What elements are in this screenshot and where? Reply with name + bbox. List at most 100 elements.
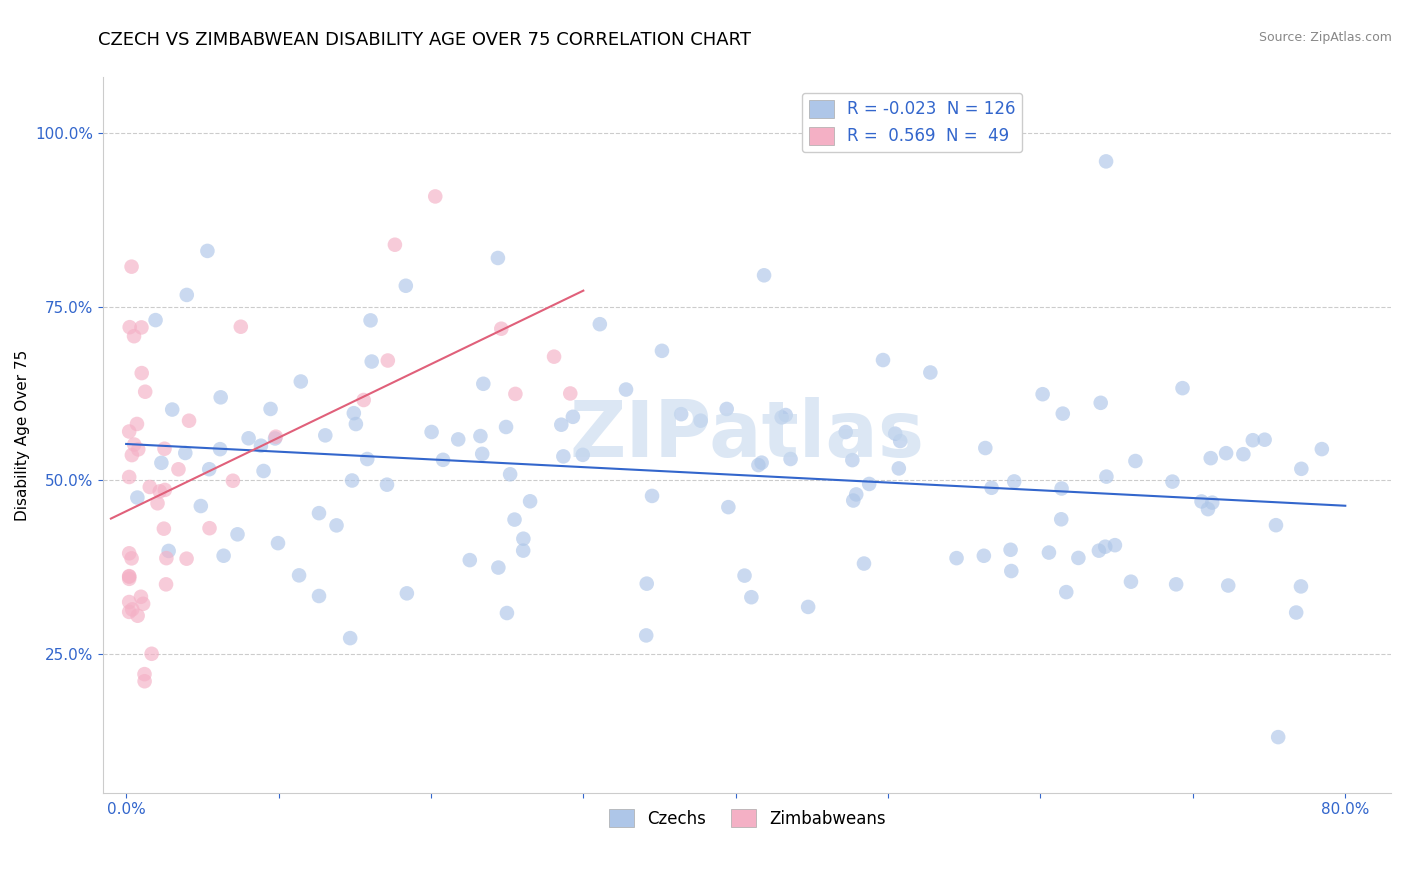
Point: [1291, 462, 1313, 476]
Point: [1215, 446, 1237, 460]
Point: [118, 572, 141, 586]
Point: [360, 313, 382, 327]
Point: [614, 383, 637, 397]
Y-axis label: Disability Age Over 75: Disability Age Over 75: [15, 350, 30, 521]
Point: [1052, 407, 1074, 421]
Point: [1095, 469, 1118, 483]
Point: [561, 409, 583, 424]
Point: [118, 546, 141, 560]
Text: CZECH VS ZIMBABWEAN DISABILITY AGE OVER 75 CORRELATION CHART: CZECH VS ZIMBABWEAN DISABILITY AGE OVER …: [98, 31, 751, 49]
Point: [395, 586, 418, 600]
Point: [150, 456, 173, 470]
Point: [835, 425, 858, 439]
Point: [1050, 482, 1073, 496]
Point: [980, 481, 1002, 495]
Point: [121, 551, 143, 566]
Point: [1054, 585, 1077, 599]
Point: [134, 674, 156, 689]
Point: [308, 589, 330, 603]
Point: [1002, 475, 1025, 489]
Point: [121, 260, 143, 274]
Point: [1199, 451, 1222, 466]
Point: [267, 536, 290, 550]
Point: [770, 410, 793, 425]
Point: [472, 376, 495, 391]
Point: [887, 461, 910, 475]
Point: [740, 591, 762, 605]
Point: [872, 353, 894, 368]
Point: [543, 350, 565, 364]
Point: [153, 483, 176, 497]
Point: [198, 462, 221, 476]
Point: [1289, 579, 1312, 593]
Point: [118, 470, 141, 484]
Point: [375, 477, 398, 491]
Point: [131, 320, 153, 334]
Point: [945, 551, 967, 566]
Point: [125, 417, 148, 431]
Point: [775, 408, 797, 422]
Point: [340, 474, 363, 488]
Point: [1201, 495, 1223, 509]
Point: [486, 560, 509, 574]
Point: [198, 521, 221, 535]
Point: [553, 450, 575, 464]
Point: [356, 452, 378, 467]
Point: [491, 322, 513, 336]
Point: [132, 597, 155, 611]
Point: [505, 387, 527, 401]
Point: [1218, 578, 1240, 592]
Point: [226, 527, 249, 541]
Point: [669, 407, 692, 421]
Point: [797, 599, 820, 614]
Point: [395, 278, 418, 293]
Point: [503, 512, 526, 526]
Point: [308, 506, 330, 520]
Point: [471, 447, 494, 461]
Point: [636, 628, 658, 642]
Point: [512, 543, 534, 558]
Point: [842, 493, 865, 508]
Point: [1090, 396, 1112, 410]
Point: [734, 568, 756, 582]
Point: [209, 390, 232, 404]
Point: [1232, 447, 1254, 461]
Point: [717, 500, 740, 515]
Point: [550, 417, 572, 432]
Point: [250, 439, 273, 453]
Point: [751, 456, 773, 470]
Point: [353, 392, 375, 407]
Point: [149, 484, 172, 499]
Point: [139, 480, 162, 494]
Point: [209, 442, 232, 457]
Point: [252, 464, 274, 478]
Point: [314, 428, 336, 442]
Point: [146, 496, 169, 510]
Point: [853, 557, 876, 571]
Point: [238, 431, 260, 445]
Point: [845, 487, 868, 501]
Point: [290, 375, 312, 389]
Point: [360, 354, 382, 368]
Point: [118, 605, 141, 619]
Point: [121, 602, 143, 616]
Legend: Czechs, Zimbabweans: Czechs, Zimbabweans: [602, 803, 893, 834]
Point: [264, 430, 287, 444]
Point: [519, 494, 541, 508]
Point: [974, 441, 997, 455]
Point: [470, 429, 492, 443]
Point: [752, 268, 775, 283]
Point: [153, 522, 176, 536]
Point: [264, 432, 287, 446]
Point: [127, 491, 149, 505]
Point: [325, 518, 347, 533]
Point: [167, 462, 190, 476]
Point: [157, 544, 180, 558]
Point: [1088, 543, 1111, 558]
Point: [1038, 545, 1060, 559]
Point: [127, 442, 149, 457]
Point: [1125, 454, 1147, 468]
Point: [212, 549, 235, 563]
Point: [858, 477, 880, 491]
Point: [121, 448, 143, 462]
